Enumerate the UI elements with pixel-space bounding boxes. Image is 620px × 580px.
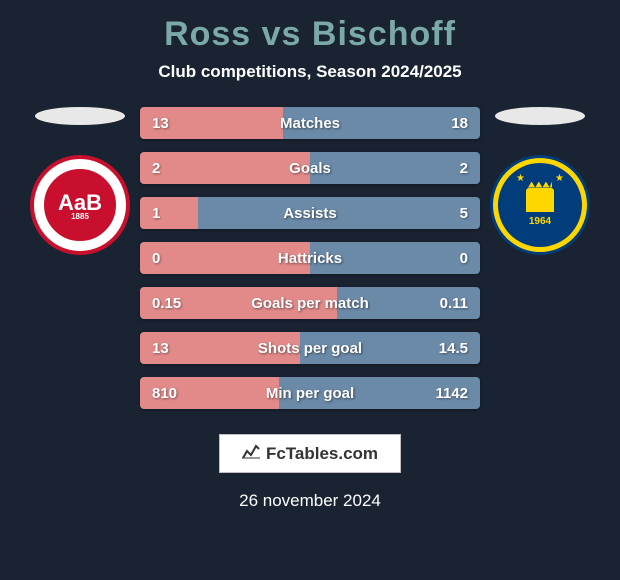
stat-right-fill <box>310 152 480 184</box>
stat-right-value: 0.11 <box>440 295 468 312</box>
brondby-logo-year: 1964 <box>529 216 551 227</box>
stat-bar: 2 2 Goals <box>140 152 480 184</box>
stat-right-value: 14.5 <box>439 340 468 357</box>
shadow-ellipse-right <box>495 107 585 125</box>
right-player-col: ★★ 1964 <box>480 107 600 255</box>
stat-label: Matches <box>280 115 340 132</box>
aab-logo-inner: AaB 1885 <box>41 166 119 244</box>
stat-left-value: 0.15 <box>152 295 181 312</box>
left-club-logo: AaB 1885 <box>30 155 130 255</box>
stat-left-fill <box>140 197 198 229</box>
stat-right-value: 0 <box>460 250 468 267</box>
subtitle: Club competitions, Season 2024/2025 <box>158 62 461 82</box>
stat-bar: 13 14.5 Shots per goal <box>140 332 480 364</box>
watermark-text: FcTables.com <box>266 444 378 464</box>
stat-label: Goals per match <box>251 295 369 312</box>
stat-bar: 810 1142 Min per goal <box>140 377 480 409</box>
stat-bar: 13 18 Matches <box>140 107 480 139</box>
watermark-badge: FcTables.com <box>219 434 401 473</box>
brondby-stars: ★★ <box>498 173 582 184</box>
stat-left-value: 13 <box>152 340 169 357</box>
stat-label: Assists <box>283 205 336 222</box>
date-text: 26 november 2024 <box>239 491 381 511</box>
stat-right-value: 18 <box>451 115 468 132</box>
content-area: AaB 1885 13 18 Matches 2 2 Goals 1 5 Assists 0 0 Ha… <box>0 107 620 409</box>
stat-label: Goals <box>289 160 331 177</box>
comparison-card: Ross vs Bischoff Club competitions, Seas… <box>0 0 620 580</box>
stat-left-value: 13 <box>152 115 169 132</box>
aab-logo-year: 1885 <box>71 212 89 221</box>
stat-left-value: 1 <box>152 205 160 222</box>
stat-right-value: 2 <box>460 160 468 177</box>
stat-right-fill <box>198 197 480 229</box>
brondby-tower-icon <box>526 188 554 212</box>
stat-bar: 0.15 0.11 Goals per match <box>140 287 480 319</box>
stats-col: 13 18 Matches 2 2 Goals 1 5 Assists 0 0 Hattricks 0.… <box>140 107 480 409</box>
stat-left-value: 810 <box>152 385 177 402</box>
stat-bar: 1 5 Assists <box>140 197 480 229</box>
stat-left-value: 0 <box>152 250 160 267</box>
left-player-col: AaB 1885 <box>20 107 140 255</box>
stat-left-value: 2 <box>152 160 160 177</box>
right-club-logo: ★★ 1964 <box>490 155 590 255</box>
stat-right-value: 5 <box>460 205 468 222</box>
stat-label: Min per goal <box>266 385 354 402</box>
chart-icon <box>242 443 260 464</box>
stat-label: Shots per goal <box>258 340 362 357</box>
brondby-logo-inner: ★★ 1964 <box>498 163 582 247</box>
stat-label: Hattricks <box>278 250 342 267</box>
shadow-ellipse-left <box>35 107 125 125</box>
stat-right-value: 1142 <box>435 385 468 402</box>
page-title: Ross vs Bischoff <box>164 15 456 54</box>
stat-left-fill <box>140 152 310 184</box>
stat-bar: 0 0 Hattricks <box>140 242 480 274</box>
